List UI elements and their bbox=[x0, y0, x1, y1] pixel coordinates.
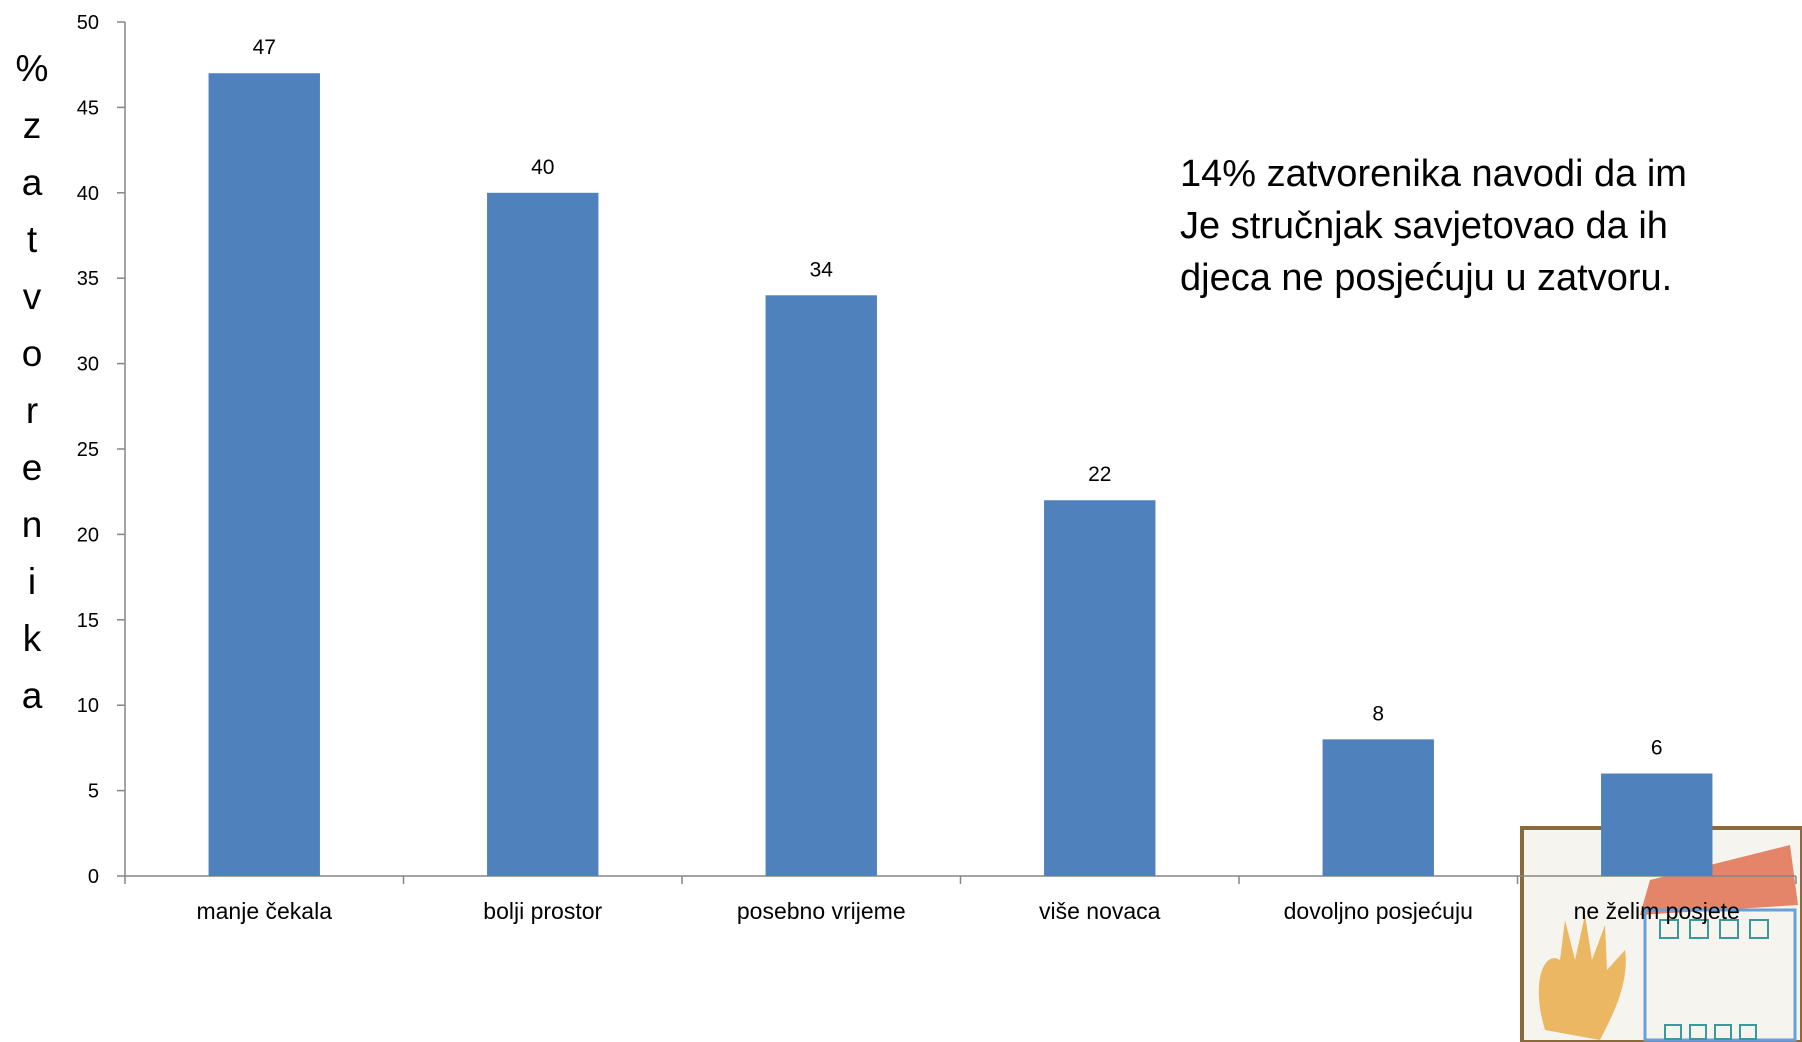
data-label: 40 bbox=[531, 156, 554, 179]
annotation-text: 14% zatvorenika navodi da im Je stručnja… bbox=[1180, 148, 1780, 304]
drawing-window-4 bbox=[1749, 919, 1769, 939]
bars bbox=[208, 73, 1713, 877]
drawing-roof bbox=[1640, 845, 1798, 915]
bar bbox=[1601, 773, 1713, 876]
y-tick-label: 35 bbox=[77, 268, 99, 290]
y-axis-label: % z a t v o r e n i k a bbox=[15, 48, 49, 716]
category-label: ne želim posjete bbox=[1574, 898, 1740, 924]
bar bbox=[1322, 739, 1434, 876]
drawing-window-7 bbox=[1714, 1024, 1732, 1040]
drawing-window-8 bbox=[1739, 1024, 1757, 1040]
data-label: 34 bbox=[810, 258, 834, 281]
axes bbox=[117, 21, 1797, 884]
y-tick-label: 30 bbox=[77, 354, 99, 376]
bar bbox=[208, 73, 320, 877]
category-label: manje čekala bbox=[196, 898, 332, 924]
drawing-window-5 bbox=[1664, 1024, 1682, 1040]
y-tick-label: 10 bbox=[77, 695, 99, 717]
y-tick-label: 50 bbox=[77, 12, 99, 34]
category-label: više novaca bbox=[1039, 898, 1161, 924]
data-label: 8 bbox=[1372, 702, 1384, 725]
data-label: 6 bbox=[1651, 737, 1663, 760]
drawing-window-3 bbox=[1719, 919, 1739, 939]
annotation-line-1: 14% zatvorenika navodi da im bbox=[1180, 153, 1687, 195]
annotation-line-2: Je stručnjak savjetovao da ih bbox=[1180, 205, 1668, 247]
y-tick-label: 45 bbox=[77, 97, 99, 119]
drawing-hand bbox=[1538, 915, 1626, 1040]
bar bbox=[487, 192, 599, 877]
category-label: dovoljno posjećuju bbox=[1284, 898, 1473, 924]
drawing-window-2 bbox=[1689, 919, 1709, 939]
labels: 0 5 10 15 20 25 30 35 40 45 50 47 manje čekala 40 bolj… bbox=[77, 12, 1740, 924]
y-tick-label: 40 bbox=[77, 183, 99, 205]
y-tick-label: 25 bbox=[77, 439, 99, 461]
drawing-window-6 bbox=[1689, 1024, 1707, 1040]
y-tick-label: 20 bbox=[77, 524, 99, 546]
data-label: 47 bbox=[253, 36, 276, 59]
annotation-line-3: djeca ne posjećuju u zatvoru. bbox=[1180, 257, 1673, 299]
bar bbox=[765, 295, 877, 876]
y-tick-label: 5 bbox=[88, 781, 99, 803]
bar bbox=[1044, 500, 1156, 876]
category-label: bolji prostor bbox=[483, 898, 602, 924]
data-label: 22 bbox=[1088, 463, 1111, 486]
drawing-window-1 bbox=[1659, 919, 1679, 939]
y-tick-label: 15 bbox=[77, 610, 99, 632]
y-tick-label: 0 bbox=[88, 866, 99, 888]
category-label: posebno vrijeme bbox=[737, 898, 906, 924]
